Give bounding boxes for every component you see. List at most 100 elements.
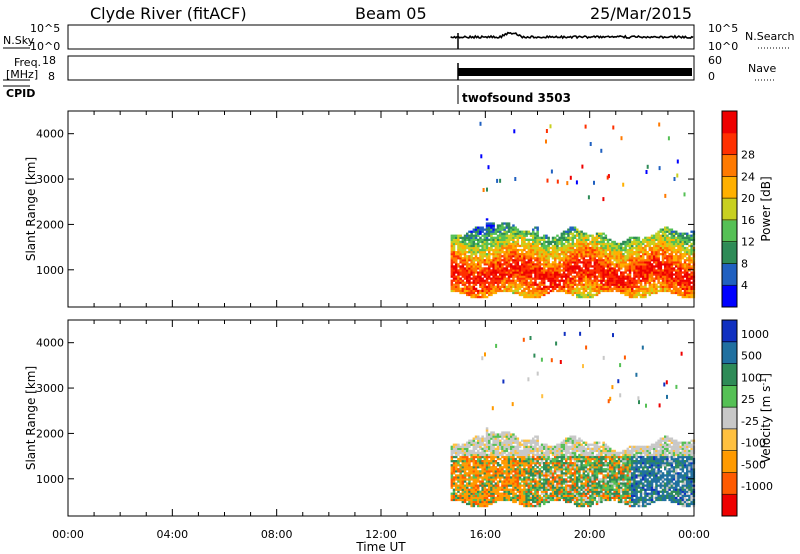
heatmap-cell xyxy=(485,502,489,506)
heatmap-cell xyxy=(499,447,502,450)
heatmap-cell xyxy=(472,244,476,248)
heatmap-cell xyxy=(661,273,665,276)
heatmap-cell xyxy=(690,230,693,233)
heatmap-cell xyxy=(512,474,515,477)
heatmap-cell xyxy=(576,447,579,450)
heatmap-cell xyxy=(477,226,480,229)
heatmap-cell xyxy=(536,232,539,235)
heatmap-cell xyxy=(600,246,603,250)
heatmap-cell xyxy=(573,462,577,465)
heatmap-cell xyxy=(580,443,583,446)
heatmap-cell xyxy=(488,468,491,471)
heatmap-cell xyxy=(584,275,588,278)
heatmap-cell xyxy=(569,281,572,284)
heatmap-cell xyxy=(472,462,476,465)
heatmap-cell xyxy=(477,484,480,487)
heatmap-cell xyxy=(686,240,689,244)
heatmap-cell xyxy=(470,457,473,461)
heatmap-cell xyxy=(518,291,522,295)
heatmap-cell xyxy=(613,263,616,266)
heatmap-cell xyxy=(606,279,610,282)
heatmap-cell xyxy=(490,230,493,233)
heatmap-cell xyxy=(683,238,687,241)
heatmap-cell xyxy=(512,277,515,280)
heatmap-cell xyxy=(545,449,548,453)
heatmap-cell xyxy=(560,460,564,463)
heatmap-cell xyxy=(496,242,500,246)
heatmap-cell xyxy=(510,439,513,442)
heatmap-cell xyxy=(567,255,570,258)
heatmap-cell xyxy=(672,240,676,244)
heatmap-cell xyxy=(639,281,643,284)
heatmap-cell xyxy=(584,494,588,497)
heatmap-cell xyxy=(551,289,555,293)
heatmap-cell xyxy=(474,486,478,489)
heatmap-cell xyxy=(576,283,579,286)
heatmap-cell xyxy=(576,496,579,499)
heatmap-cell xyxy=(452,283,456,286)
heatmap-cell xyxy=(659,273,663,276)
heatmap-cell xyxy=(516,472,520,475)
heatmap-cell xyxy=(518,460,522,463)
heatmap-cell xyxy=(521,236,524,239)
heatmap-cell xyxy=(477,232,480,235)
heatmap-cell xyxy=(573,228,577,231)
heatmap-cell xyxy=(613,242,616,246)
heatmap-cell xyxy=(457,287,460,290)
heatmap-cell xyxy=(518,269,522,272)
heatmap-cell xyxy=(450,236,454,239)
heatmap-cell xyxy=(565,447,568,450)
heatmap-cell xyxy=(472,504,476,508)
heatmap-cell xyxy=(657,285,660,288)
heatmap-cell xyxy=(620,281,623,284)
heatmap-cell xyxy=(648,289,652,293)
heatmap-cell xyxy=(505,234,509,237)
heatmap-cell xyxy=(683,232,687,235)
heatmap-cell xyxy=(461,242,465,246)
heatmap-cell xyxy=(582,494,586,497)
heatmap-cell xyxy=(571,462,575,465)
heatmap-cell xyxy=(635,275,638,278)
heatmap-cell xyxy=(514,468,517,471)
heatmap-cell xyxy=(679,269,682,272)
heatmap-cell xyxy=(536,437,539,440)
heatmap-cell xyxy=(459,242,462,246)
heatmap-cell xyxy=(655,232,658,235)
heatmap-cell xyxy=(543,244,546,248)
heatmap-cell xyxy=(567,494,570,497)
heatmap-cell xyxy=(512,470,515,473)
heatmap-cell xyxy=(569,238,572,241)
heatmap-cell xyxy=(485,437,489,440)
heatmap-cell xyxy=(466,451,469,455)
heatmap-cell xyxy=(514,474,517,477)
heatmap-cell xyxy=(523,283,526,286)
heatmap-cell xyxy=(538,480,542,483)
heatmap-cell xyxy=(688,265,691,268)
heatmap-cell xyxy=(521,251,524,254)
heatmap-cell xyxy=(547,480,550,483)
heatmap-cell xyxy=(582,466,586,469)
heatmap-cell xyxy=(518,470,522,473)
heatmap-cell xyxy=(510,498,513,502)
heatmap-cell xyxy=(602,263,605,266)
heatmap-cell xyxy=(560,476,564,479)
heatmap-cell xyxy=(536,242,539,246)
heatmap-cell xyxy=(468,449,471,453)
heatmap-cell xyxy=(573,230,577,233)
heatmap-cell xyxy=(496,449,500,453)
heatmap-cell xyxy=(571,236,575,239)
heatmap-cell xyxy=(470,490,473,493)
heatmap-cell xyxy=(556,179,559,184)
heatmap-cell xyxy=(450,447,454,450)
heatmap-cell xyxy=(573,449,577,453)
heatmap-cell xyxy=(534,257,537,260)
heatmap-cell xyxy=(543,462,546,465)
heatmap-cell xyxy=(633,293,636,297)
heatmap-cell xyxy=(499,257,502,260)
nave-tick-bottom: 0 xyxy=(708,70,715,83)
heatmap-cell xyxy=(507,234,511,237)
heatmap-cell xyxy=(600,283,603,286)
heatmap-cell xyxy=(672,242,676,246)
heatmap-cell xyxy=(455,447,458,450)
heatmap-cell xyxy=(604,259,608,262)
